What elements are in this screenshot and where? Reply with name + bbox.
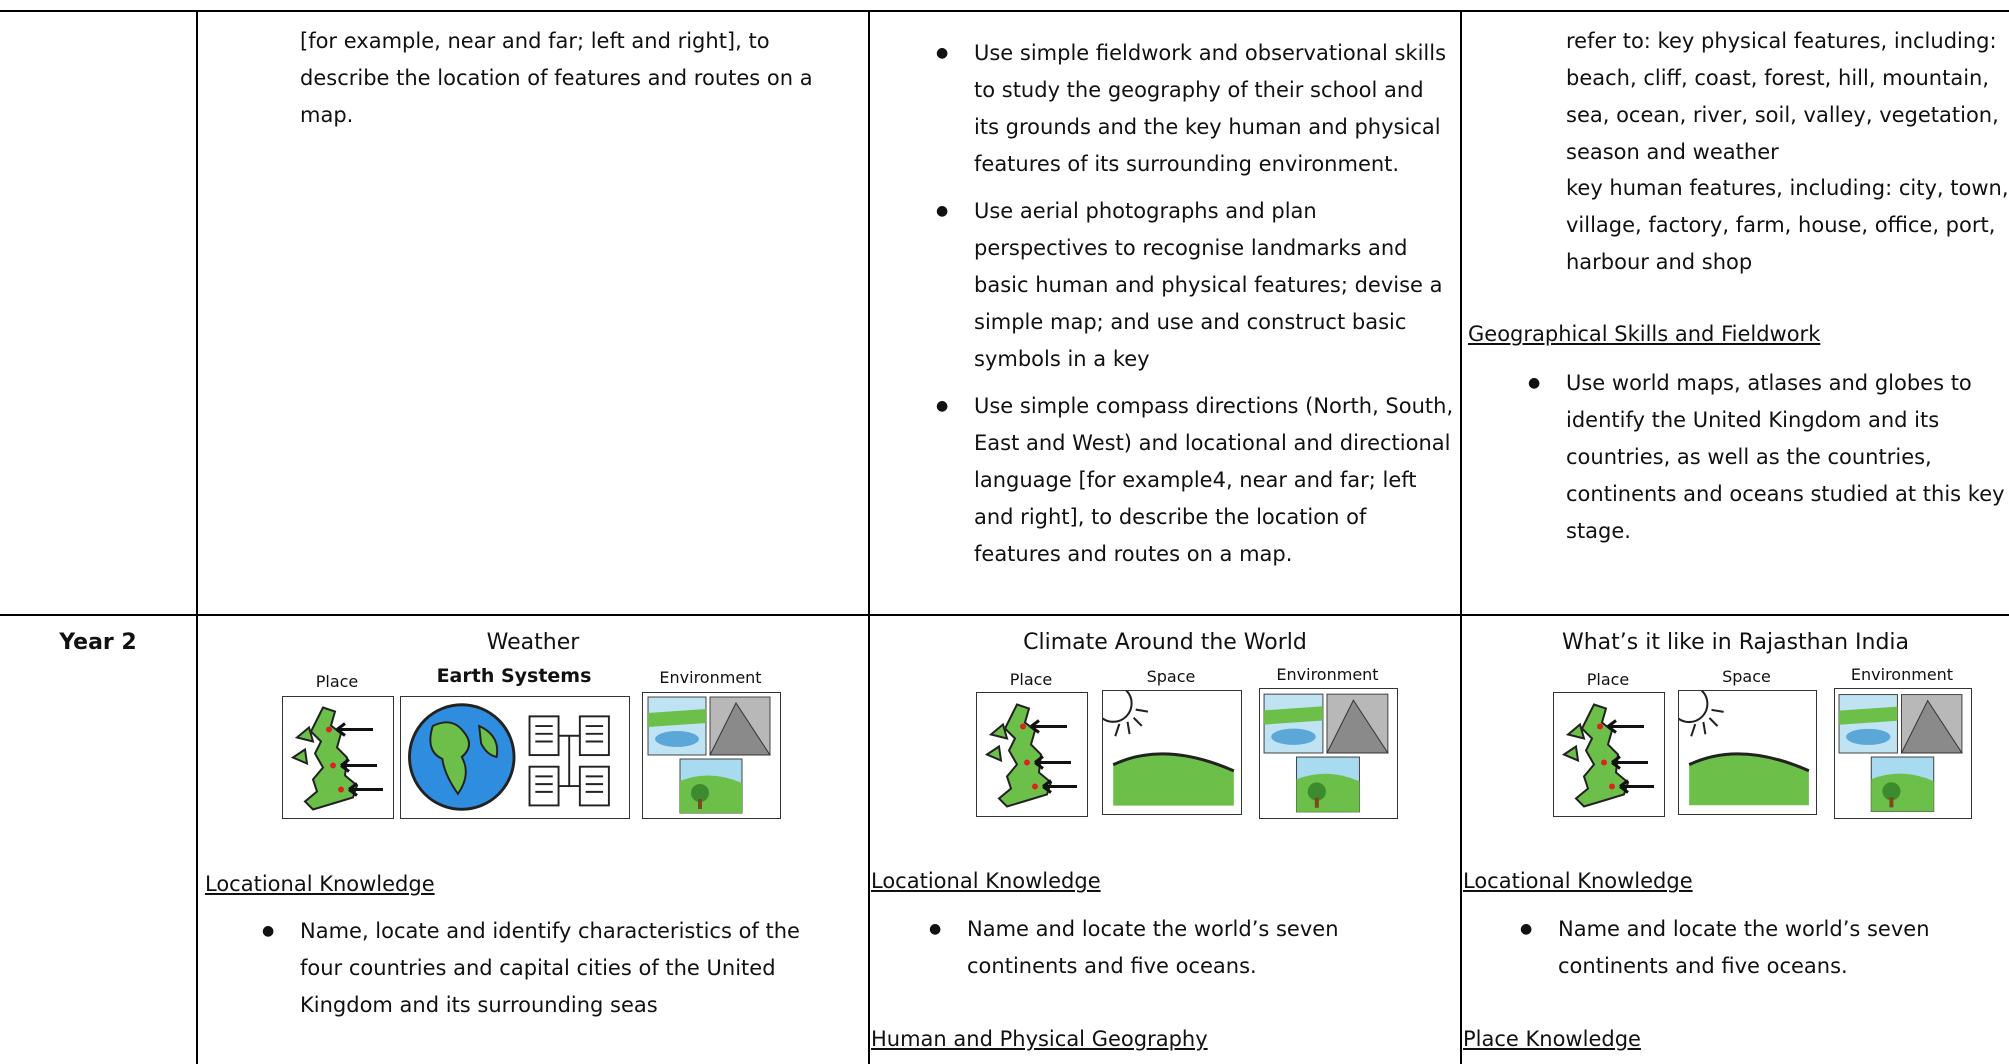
icon-label: Environment — [659, 668, 762, 687]
place-icon — [976, 692, 1088, 817]
icon-label: Earth Systems — [436, 665, 592, 687]
icon-label: Space — [1722, 667, 1771, 686]
icon-label: Place — [315, 672, 359, 691]
bullet-list: Use world maps, atlases and globes to id… — [1528, 365, 2009, 560]
bullet-list: Use simple fieldwork and observational s… — [936, 35, 1454, 583]
icon-label: Environment — [1276, 665, 1379, 684]
cell-text: refer to: key physical features, includi… — [1566, 29, 1999, 164]
column-border — [196, 10, 198, 1064]
column-border — [1460, 10, 1462, 1064]
bullet-item: Name and locate the world’s seven contin… — [929, 911, 1437, 985]
environment-icon — [1834, 688, 1972, 819]
bullet-list: Name, locate and identify characteristic… — [262, 913, 840, 1034]
icon-label: Space — [1146, 667, 1196, 686]
section-heading: Locational Knowledge — [205, 872, 435, 896]
bullet-list: Name and locate the world’s seven contin… — [929, 911, 1437, 995]
environment-icon — [642, 692, 781, 819]
space-icon — [1102, 690, 1242, 815]
topic-title: Climate Around the World — [1023, 630, 1307, 655]
section-heading: Locational Knowledge — [1463, 869, 1693, 893]
table-border — [0, 10, 2009, 12]
bullet-list: Name and locate the world’s seven contin… — [1520, 911, 1998, 995]
section-heading: Place Knowledge — [1463, 1027, 1641, 1051]
icon-label: Environment — [1850, 665, 1954, 684]
space-icon — [1678, 690, 1817, 815]
cell-text: [for example, near and far; left and rig… — [300, 29, 813, 127]
place-icon — [1553, 692, 1665, 817]
cell-text: key human features, including: city, tow… — [1566, 176, 2009, 274]
environment-icon — [1259, 688, 1398, 819]
row-label: Year 2 — [59, 630, 137, 655]
section-heading: Human and Physical Geography — [871, 1027, 1208, 1051]
earth-systems-icon — [400, 696, 630, 819]
bullet-item: Name and locate the world’s seven contin… — [1520, 911, 1998, 985]
section-heading: Locational Knowledge — [871, 869, 1101, 893]
topic-title: What’s it like in Rajasthan India — [1561, 630, 1910, 655]
bullet-item: Use simple fieldwork and observational s… — [936, 35, 1454, 183]
section-heading: Geographical Skills and Fieldwork — [1468, 322, 1821, 346]
bullet-item: Use aerial photographs and plan perspect… — [936, 193, 1454, 378]
bullet-item: Use world maps, atlases and globes to id… — [1528, 365, 2009, 550]
row-border — [0, 614, 2009, 616]
bullet-item: Use simple compass directions (North, So… — [936, 388, 1454, 573]
icon-label: Place — [1586, 670, 1630, 689]
topic-title: Weather — [486, 630, 580, 655]
column-border — [868, 10, 870, 1064]
place-icon — [282, 696, 394, 819]
icon-label: Place — [1009, 670, 1053, 689]
bullet-item: Name, locate and identify characteristic… — [262, 913, 840, 1024]
